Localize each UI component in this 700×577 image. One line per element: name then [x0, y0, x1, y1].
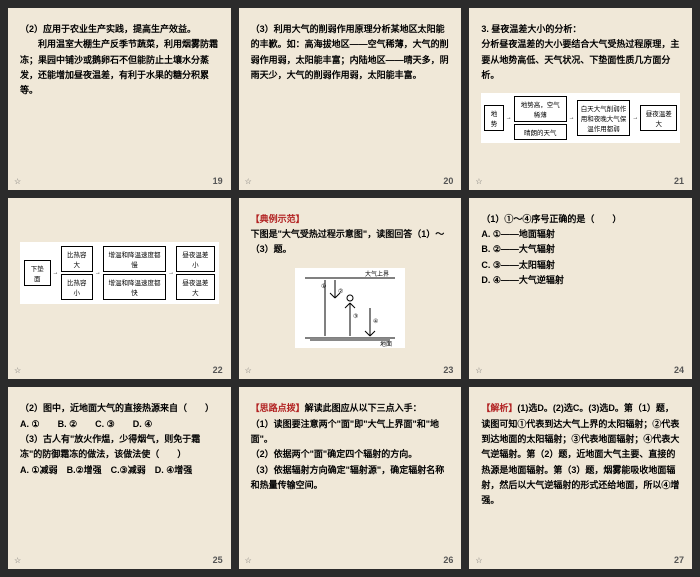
d2-out1: 昼夜温差小	[176, 246, 215, 272]
d2-mid1: 比热容大	[61, 246, 93, 272]
svg-text:②: ②	[338, 288, 343, 295]
page-number: 27	[674, 555, 684, 565]
d2-right1: 增温和降温速度都慢	[103, 246, 166, 272]
star-icon: ☆	[475, 177, 482, 186]
d1-mid1: 地势高，空气稀薄	[514, 96, 567, 122]
star-icon: ☆	[14, 177, 21, 186]
red-title: 【思路点拨】	[251, 403, 305, 413]
after-red: 解读此图应从以下三点入手：	[305, 403, 422, 413]
page-number: 22	[213, 365, 223, 375]
d1-mid2: 晴朗的天气	[514, 124, 567, 140]
svg-text:③: ③	[353, 313, 358, 320]
star-icon: ☆	[245, 177, 252, 186]
d1-left: 地势	[484, 105, 503, 131]
svg-text:④: ④	[373, 318, 378, 325]
page-number: 24	[674, 365, 684, 375]
slide-text: （2）图中，近地面大气的直接热源来自（ ） A. ① B. ② C. ③ D. …	[20, 401, 219, 477]
page-number: 23	[443, 365, 453, 375]
star-icon: ☆	[475, 556, 482, 565]
diagram-1: 地势 → 地势高，空气稀薄 晴朗的天气 → 白天大气削弱作用和夜晚大气保温作用都…	[481, 93, 680, 143]
slide-22: 下垫面 → 比热容大 比热容小 → 增温和降温速度都慢 增温和降温速度都快 → …	[8, 198, 231, 380]
red-title: 【典例示范】	[251, 214, 305, 224]
star-icon: ☆	[245, 556, 252, 565]
star-icon: ☆	[14, 556, 21, 565]
slide-text: 3. 昼夜温差大小的分析： 分析昼夜温差的大小要结合大气受热过程原理，主要从地势…	[481, 22, 680, 83]
star-icon: ☆	[14, 366, 21, 375]
page-number: 26	[443, 555, 453, 565]
page-number: 21	[674, 176, 684, 186]
slide-text: 【典例示范】	[251, 212, 450, 227]
slide-25: （2）图中，近地面大气的直接热源来自（ ） A. ① B. ② C. ③ D. …	[8, 387, 231, 569]
slide-21: 3. 昼夜温差大小的分析： 分析昼夜温差的大小要结合大气受热过程原理，主要从地势…	[469, 8, 692, 190]
slide-text: （3）利用大气的削弱作用原理分析某地区太阳能的丰歉。如：高海拔地区——空气稀薄，…	[251, 22, 450, 83]
slide-header: 【思路点拨】解读此图应从以下三点入手：	[251, 401, 450, 416]
slide-body: （1）读图要注意两个"面"即"大气上界面"和"地面"。 （2）依据两个"面"确定…	[251, 417, 450, 493]
star-icon: ☆	[475, 366, 482, 375]
slide-23: 【典例示范】 下图是"大气受热过程示意图"，读图回答（1）～（3）题。 大气上界…	[239, 198, 462, 380]
diagram-3: 大气上界 地面 ① ② ③ ④	[295, 268, 405, 348]
page-number: 25	[213, 555, 223, 565]
d2-left: 下垫面	[24, 260, 51, 286]
d2-right2: 增温和降温速度都快	[103, 274, 166, 300]
page-number: 20	[443, 176, 453, 186]
slide-body: 下图是"大气受热过程示意图"，读图回答（1）～（3）题。	[251, 227, 450, 258]
svg-text:地面: 地面	[380, 340, 392, 348]
d2-out2: 昼夜温差大	[176, 274, 215, 300]
page-number: 19	[213, 176, 223, 186]
slide-27: 【解析】(1)选D。(2)选C。(3)选D。第（1）题，读图可知①代表到达大气上…	[469, 387, 692, 569]
after-red: (1)选D。(2)选C。(3)选D。第（1）题，读图可知①代表到达大气上界的太阳…	[481, 403, 679, 505]
d1-right1: 白天大气削弱作用和夜晚大气保温作用都弱	[577, 100, 631, 136]
slide-text: 【解析】(1)选D。(2)选C。(3)选D。第（1）题，读图可知①代表到达大气上…	[481, 401, 680, 508]
d2-mid2: 比热容小	[61, 274, 93, 300]
slide-text: （1）①～④序号正确的是（ ） A. ①——地面辐射 B. ②——大气辐射 C.…	[481, 212, 680, 288]
d1-right2: 昼夜温差大	[640, 105, 677, 131]
slide-text: （2）应用于农业生产实践，提高生产效益。 利用温室大棚生产反季节蔬菜，利用烟雾防…	[20, 22, 219, 98]
slide-24: （1）①～④序号正确的是（ ） A. ①——地面辐射 B. ②——大气辐射 C.…	[469, 198, 692, 380]
red-title: 【解析】	[481, 403, 517, 413]
svg-text:①: ①	[321, 283, 326, 290]
slide-26: 【思路点拨】解读此图应从以下三点入手： （1）读图要注意两个"面"即"大气上界面…	[239, 387, 462, 569]
diagram-2: 下垫面 → 比热容大 比热容小 → 增温和降温速度都慢 增温和降温速度都快 → …	[20, 242, 219, 304]
slide-20: （3）利用大气的削弱作用原理分析某地区太阳能的丰歉。如：高海拔地区——空气稀薄，…	[239, 8, 462, 190]
star-icon: ☆	[245, 366, 252, 375]
d3-label: 大气上界	[365, 270, 389, 278]
slide-19: （2）应用于农业生产实践，提高生产效益。 利用温室大棚生产反季节蔬菜，利用烟雾防…	[8, 8, 231, 190]
